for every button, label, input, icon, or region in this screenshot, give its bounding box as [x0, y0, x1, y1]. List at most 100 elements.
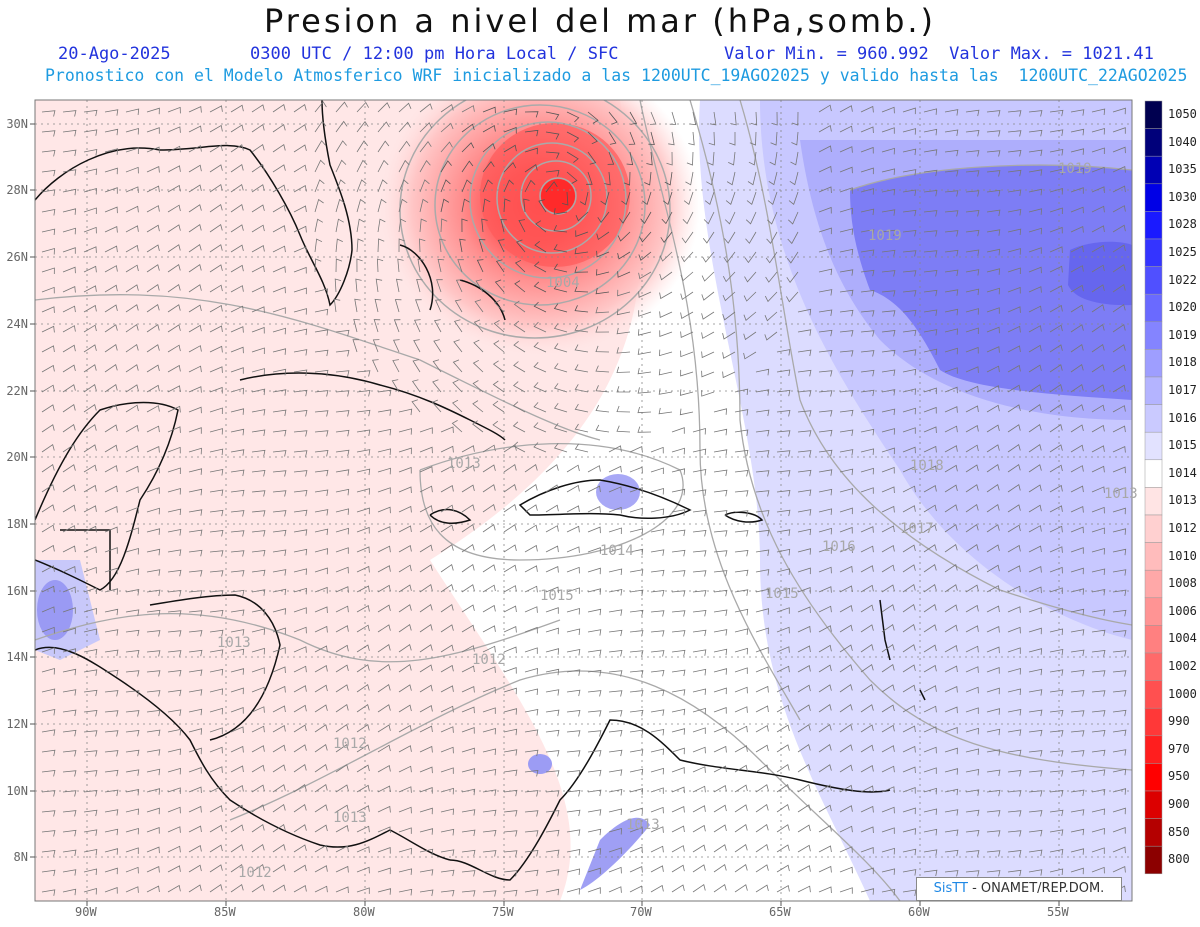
wind-barb — [965, 524, 979, 533]
wind-barb — [629, 528, 644, 535]
wind-barb — [692, 707, 706, 715]
wind-barb — [272, 225, 286, 233]
wind-barb — [230, 884, 244, 893]
wind-barb — [1007, 749, 1022, 757]
wind-barb — [616, 308, 631, 316]
wind-barb — [881, 786, 895, 793]
wind-barb — [482, 645, 496, 653]
wind-barb — [881, 106, 895, 114]
wind-barb — [251, 285, 265, 293]
wind-barb — [1112, 807, 1126, 815]
colorbar-label: 1030 — [1168, 189, 1197, 204]
wind-barb — [839, 125, 853, 133]
wind-barb — [398, 408, 413, 416]
wind-barb — [965, 850, 980, 857]
wind-barb — [377, 409, 392, 416]
wind-barb — [1112, 487, 1126, 494]
wind-barb — [41, 830, 56, 837]
wind-barb — [965, 288, 980, 296]
wind-barb — [776, 568, 791, 575]
wind-barb — [482, 830, 497, 837]
wind-barb — [587, 750, 602, 757]
wind-barb — [659, 349, 673, 357]
wind-barb — [797, 625, 811, 633]
wind-barb — [83, 129, 98, 136]
wind-barb — [62, 110, 77, 117]
wind-barb — [1028, 484, 1042, 493]
wind-barb — [1091, 108, 1106, 116]
wind-barb — [587, 828, 602, 836]
wind-barb — [355, 278, 362, 293]
wind-barb — [335, 238, 343, 253]
wind-barb — [1028, 364, 1042, 373]
wind-barb — [566, 669, 581, 676]
wind-barb — [713, 707, 727, 714]
wind-barb — [209, 124, 223, 133]
wind-barb — [587, 506, 601, 513]
wind-barb — [776, 587, 790, 595]
wind-barb — [986, 524, 1000, 533]
wind-barb — [776, 548, 791, 556]
wind-barb — [518, 219, 526, 233]
wind-barb — [1049, 148, 1064, 156]
wind-barb — [377, 785, 391, 793]
wind-barb — [146, 866, 160, 873]
wind-barb — [734, 647, 748, 655]
wind-barb — [944, 768, 959, 775]
wind-barb — [125, 404, 139, 413]
wind-barb — [398, 564, 412, 573]
wind-barb — [188, 145, 202, 153]
wind-barb — [709, 111, 717, 126]
wind-barb — [377, 704, 391, 713]
wind-barb — [83, 109, 98, 117]
wind-barb — [272, 368, 287, 376]
wind-barb — [587, 608, 602, 616]
wind-barb — [860, 249, 875, 256]
wind-barb — [680, 311, 694, 320]
wind-barb — [272, 784, 286, 793]
wind-barb — [533, 382, 547, 393]
wind-barb — [860, 506, 874, 514]
wind-barb — [1112, 146, 1126, 154]
wind-barb — [587, 151, 597, 165]
wind-barb — [650, 630, 665, 637]
wind-barb — [629, 846, 643, 854]
wind-barb — [482, 444, 496, 453]
wind-barb — [1091, 789, 1106, 796]
wind-barb — [734, 510, 749, 517]
wind-barb — [83, 265, 97, 273]
wind-barb — [41, 544, 55, 553]
wind-barb — [587, 111, 599, 124]
wind-barb — [83, 689, 98, 697]
wind-barb — [1049, 730, 1064, 737]
wind-barb — [419, 524, 433, 533]
wind-barb — [1028, 627, 1042, 635]
wind-barb — [986, 209, 1001, 217]
wind-barb — [272, 286, 286, 294]
wind-barb — [209, 304, 223, 313]
wind-barb — [566, 171, 578, 184]
wind-barb — [608, 609, 623, 616]
wind-barb — [104, 148, 119, 155]
wind-barb — [352, 339, 360, 353]
wind-barb — [734, 706, 748, 713]
wind-barb — [209, 844, 223, 853]
wind-barb — [1070, 769, 1085, 777]
wind-barb — [1028, 227, 1042, 235]
wind-barb — [104, 867, 118, 875]
wind-barb — [881, 229, 896, 237]
wind-barb — [671, 649, 686, 657]
wind-barb — [659, 291, 673, 300]
wind-barb — [1070, 187, 1084, 194]
wind-barb — [209, 325, 223, 333]
wind-barb — [83, 790, 98, 797]
wind-barb — [669, 111, 677, 125]
wind-barb — [1091, 588, 1106, 596]
wind-barb — [1028, 286, 1042, 293]
wind-barb — [419, 238, 426, 253]
wind-barb — [769, 151, 778, 166]
wind-barb — [587, 649, 602, 657]
wind-barb — [566, 525, 580, 533]
wind-barb — [83, 384, 97, 393]
wind-barb — [608, 465, 622, 473]
